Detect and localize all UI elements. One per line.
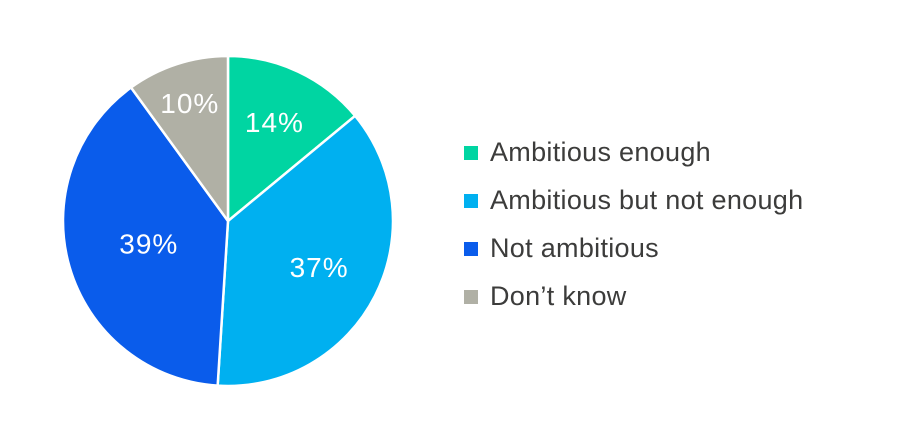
pie-slice-label-2: 39% — [119, 229, 178, 260]
legend-label: Don’t know — [490, 280, 627, 311]
legend-swatch-ambitious-but-not-enough-icon — [464, 194, 478, 208]
pie-slice-label-1: 37% — [290, 252, 349, 283]
legend-item-ambitious-enough: Ambitious enough — [464, 128, 803, 176]
legend-label: Ambitious enough — [490, 136, 711, 167]
pie-slice-label-3: 10% — [160, 88, 219, 119]
pie-slice-3 — [129, 54, 230, 223]
pie-slice-0 — [226, 54, 357, 223]
legend-swatch-dont-know-icon — [464, 290, 478, 304]
pie-chart: 14% 37% 39% 10% — [61, 54, 395, 388]
pie-slice-1 — [216, 114, 395, 388]
legend-item-ambitious-but-not-enough: Ambitious but not enough — [464, 176, 803, 224]
legend-label: Ambitious but not enough — [490, 184, 804, 215]
legend: Ambitious enough Ambitious but not enoug… — [464, 128, 803, 320]
legend-label: Not ambitious — [490, 232, 659, 263]
legend-item-not-ambitious: Not ambitious — [464, 224, 803, 272]
legend-swatch-ambitious-enough-icon — [464, 146, 478, 160]
legend-item-dont-know: Don’t know — [464, 272, 803, 320]
pie-slice-2 — [61, 86, 230, 387]
pie-slice-label-0: 14% — [245, 107, 304, 138]
legend-swatch-not-ambitious-icon — [464, 242, 478, 256]
pie-chart-container: 14% 37% 39% 10% — [61, 54, 395, 388]
